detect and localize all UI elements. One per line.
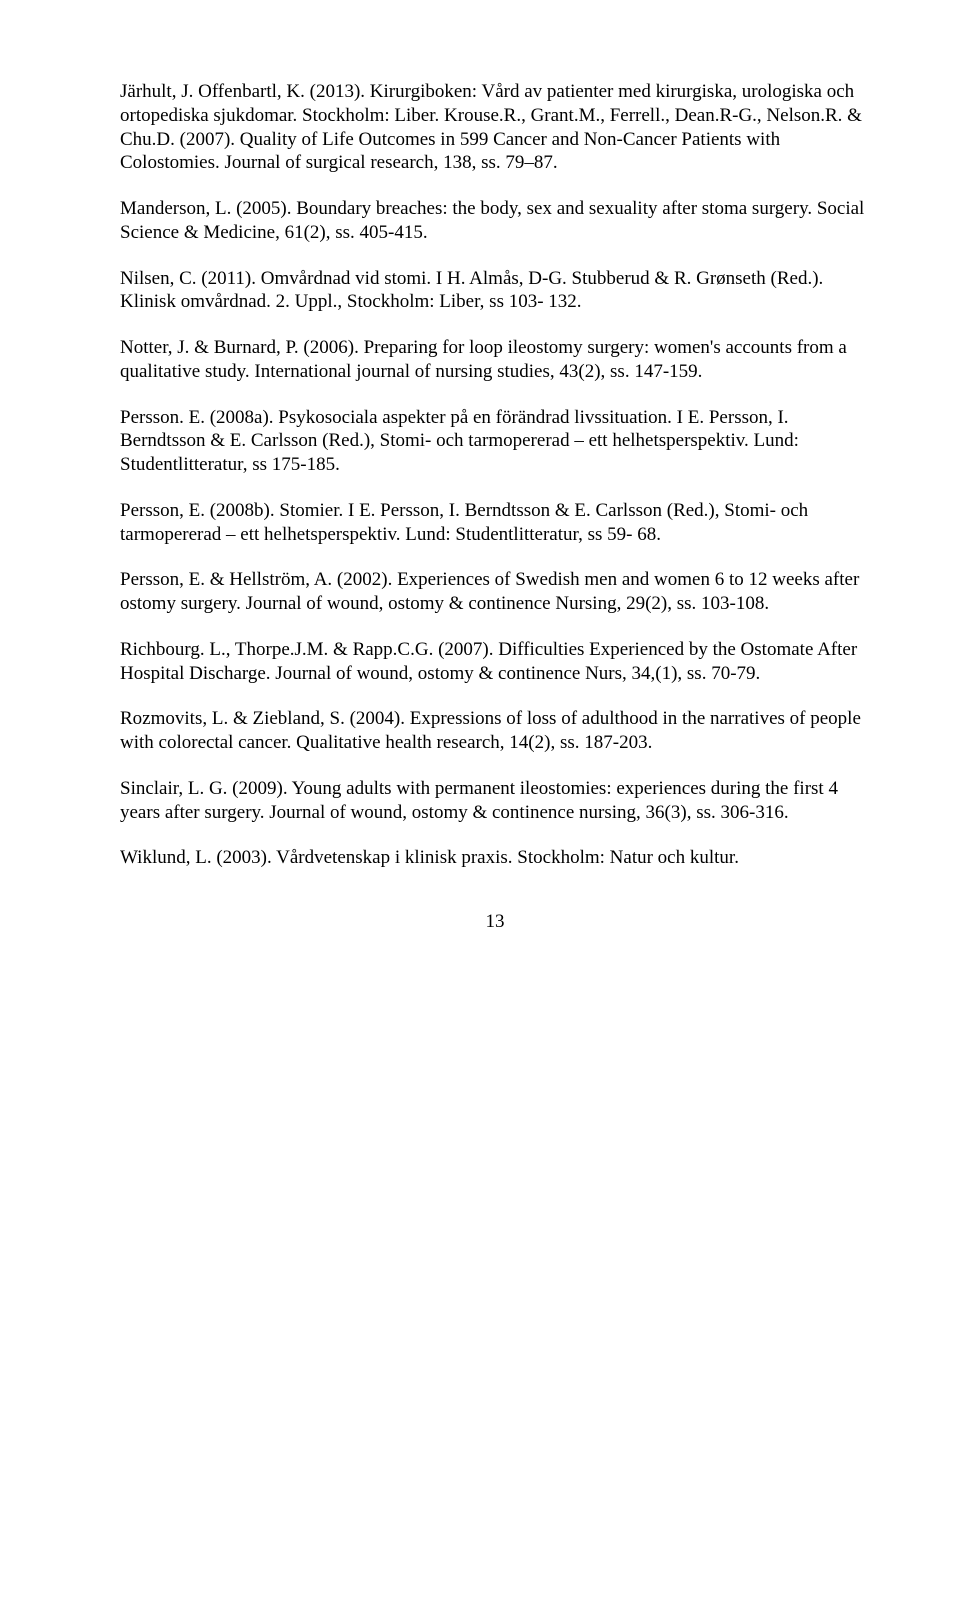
reference-entry: Persson, E. & Hellström, A. (2002). Expe… xyxy=(120,568,870,616)
page-number: 13 xyxy=(120,910,870,934)
reference-entry: Richbourg. L., Thorpe.J.M. & Rapp.C.G. (… xyxy=(120,638,870,686)
reference-entry: Järhult, J. Offenbartl, K. (2013). Kirur… xyxy=(120,80,870,175)
reference-entry: Wiklund, L. (2003). Vårdvetenskap i klin… xyxy=(120,846,870,870)
reference-entry: Sinclair, L. G. (2009). Young adults wit… xyxy=(120,777,870,825)
reference-entry: Nilsen, C. (2011). Omvårdnad vid stomi. … xyxy=(120,267,870,315)
reference-entry: Notter, J. & Burnard, P. (2006). Prepari… xyxy=(120,336,870,384)
reference-entry: Manderson, L. (2005). Boundary breaches:… xyxy=(120,197,870,245)
reference-entry: Persson. E. (2008a). Psykosociala aspekt… xyxy=(120,406,870,477)
reference-entry: Rozmovits, L. & Ziebland, S. (2004). Exp… xyxy=(120,707,870,755)
reference-entry: Persson, E. (2008b). Stomier. I E. Perss… xyxy=(120,499,870,547)
